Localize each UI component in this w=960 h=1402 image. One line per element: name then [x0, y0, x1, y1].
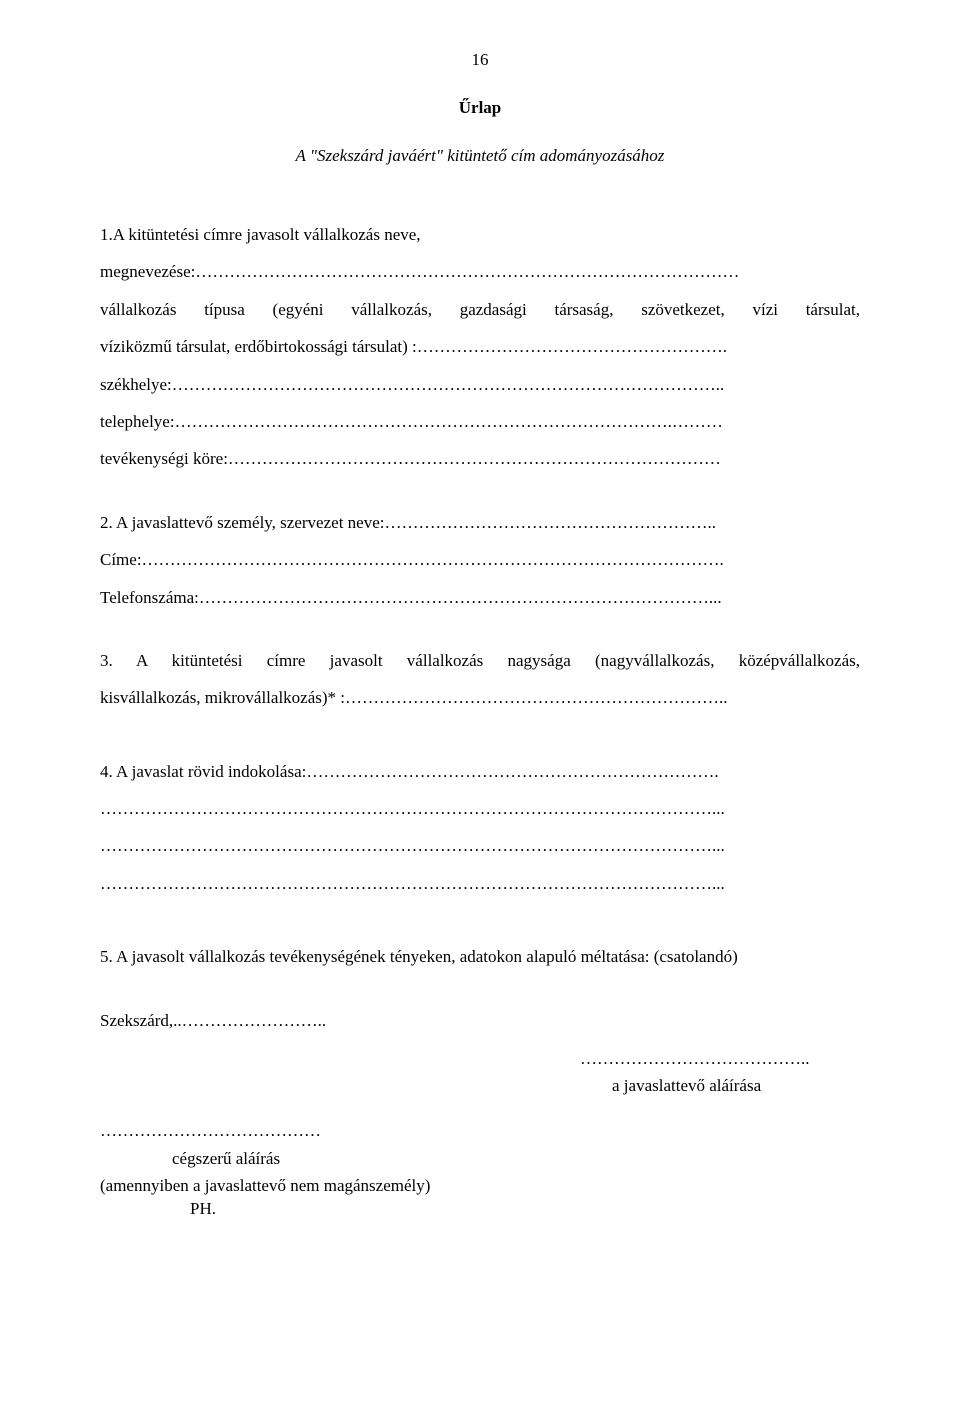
s1-l1: 1.A kitüntetési címre javasolt vállalkoz…	[100, 216, 860, 253]
s2-l1: 2. A javaslattevő személy, szervezet nev…	[100, 504, 860, 541]
s1-l2: megnevezése:……………………………………………………………………………	[100, 253, 860, 290]
spacer2	[100, 928, 860, 938]
spacer	[100, 717, 860, 753]
s1-l6: telephelye:………………………………………………………………………………	[100, 403, 860, 440]
signature-dots: …………………………………..	[580, 1045, 860, 1072]
ph-mark: PH.	[100, 1199, 860, 1219]
s3-l2: kisvállalkozás, mikrovállalkozás)* :……………	[100, 679, 860, 716]
s1-l7: tevékenységi köre:……………………………………………………………	[100, 440, 860, 477]
signature-right-block: ………………………………….. a javaslattevő aláírása	[100, 1045, 860, 1099]
s3-l1: 3. A kitüntetési címre javasolt vállalko…	[100, 642, 860, 679]
s4-l3: ………………………………………………………………………………………………...	[100, 827, 860, 864]
s1-l3: vállalkozás típusa (egyéni vállalkozás, …	[100, 291, 860, 328]
s1-l4: víziközmű társulat, erdőbirtokossági tár…	[100, 328, 860, 365]
form-subtitle: A "Szekszárd javáért" kitüntető cím adom…	[100, 146, 860, 166]
s5-l1: 5. A javasolt vállalkozás tevékenységéne…	[100, 938, 860, 975]
company-dots: …………………………………	[100, 1117, 860, 1144]
s4-l4: ………………………………………………………………………………………………...	[100, 865, 860, 902]
page-number: 16	[100, 50, 860, 70]
s2-l3: Telefonszáma:…………………………………………………………………………	[100, 579, 860, 616]
page-container: 16 Űrlap A "Szekszárd javáért" kitüntető…	[0, 0, 960, 1402]
company-sig: cégszerű aláírás	[100, 1145, 860, 1172]
place-date: Szekszárd,..……………………..	[100, 1002, 860, 1039]
signature-left-block: ………………………………… cégszerű aláírás (amennyib…	[100, 1117, 860, 1199]
signature-label: a javaslattevő aláírása	[580, 1072, 860, 1099]
s4-l1: 4. A javaslat rövid indokolása:…………………………	[100, 753, 860, 790]
company-note: (amennyiben a javaslattevő nem magánszem…	[100, 1172, 860, 1199]
s1-l5: székhelye:…………………………………………………………………………………	[100, 366, 860, 403]
s4-l2: ………………………………………………………………………………………………...	[100, 790, 860, 827]
s2-l2: Címe:………………………………………………………………………………………….	[100, 541, 860, 578]
form-title: Űrlap	[100, 98, 860, 118]
